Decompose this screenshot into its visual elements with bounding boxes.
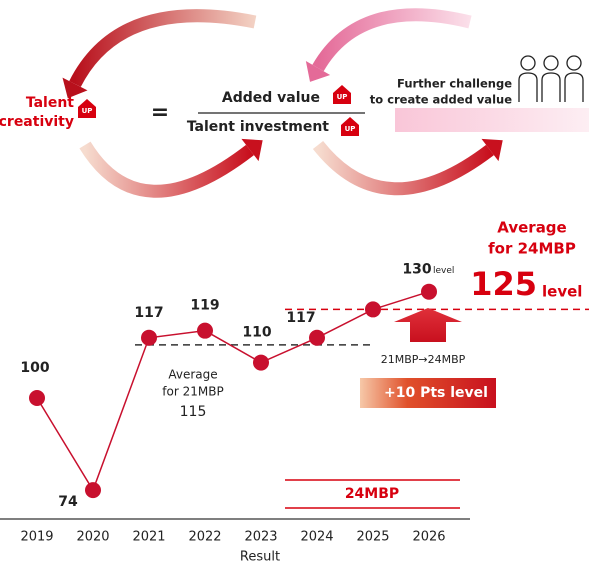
denominator: Talent investment xyxy=(187,119,329,135)
cycle-arrow xyxy=(75,16,255,84)
reference-name: Average xyxy=(168,368,217,382)
x-tick-label: 2019 xyxy=(20,530,53,545)
value-label: 110 xyxy=(242,325,271,341)
value-label: 74 xyxy=(58,494,78,510)
x-tick-label: 2024 xyxy=(300,530,333,545)
x-tick-label: 2022 xyxy=(188,530,221,545)
data-point xyxy=(365,301,381,317)
data-point xyxy=(29,390,45,406)
value-label: 100 xyxy=(20,360,49,376)
transition-label: 21MBP→24MBP xyxy=(381,353,466,366)
data-point xyxy=(197,323,213,339)
numerator: Added value xyxy=(222,90,320,106)
value-label: 117 xyxy=(286,310,315,326)
reference-name: for 24MBP xyxy=(488,240,576,258)
reference-name: Average xyxy=(497,219,566,237)
reference-name: for 21MBP xyxy=(162,385,223,399)
up-badge-text: UP xyxy=(345,125,356,133)
value-label: 130 xyxy=(402,262,431,278)
left-label: creativity xyxy=(0,114,74,130)
line-chart: 24MBP Average for 21MBP 115 Average for 24MBP… xyxy=(0,219,589,565)
people-icon xyxy=(519,56,583,102)
x-axis-label: Result xyxy=(240,550,280,565)
x-tick-label: 2020 xyxy=(76,530,109,545)
increase-arrow xyxy=(394,308,462,342)
x-tick-label: 2026 xyxy=(412,530,445,545)
data-point xyxy=(421,284,437,300)
data-point xyxy=(253,355,269,371)
value-label: 117 xyxy=(134,305,163,321)
increase-label: +10 Pts level xyxy=(384,385,488,401)
challenge-band xyxy=(395,108,589,132)
reference-value: 125 xyxy=(470,265,537,303)
cycle-arrow xyxy=(318,145,490,189)
data-point xyxy=(141,330,157,346)
right-label: Further challenge xyxy=(397,77,512,91)
reference-value: 115 xyxy=(180,404,207,420)
reference-unit: level xyxy=(542,283,582,301)
data-point xyxy=(85,482,101,498)
value-label: 119 xyxy=(190,298,219,314)
value-unit: level xyxy=(433,266,454,276)
left-label: Talent xyxy=(26,95,74,111)
x-tick-label: 2023 xyxy=(244,530,277,545)
up-badge-text: UP xyxy=(337,93,348,101)
x-tick-label: 2025 xyxy=(356,530,389,545)
infographic: Talent creativity = Added value Talent i… xyxy=(0,0,589,565)
up-badge-text: UP xyxy=(82,107,93,115)
data-point xyxy=(309,330,325,346)
right-label: to create added value xyxy=(370,93,512,107)
cycle-arrow xyxy=(318,15,470,68)
equals-sign: = xyxy=(151,100,169,125)
x-tick-label: 2021 xyxy=(132,530,165,545)
cycle-arrow xyxy=(85,145,250,191)
period-label: 24MBP xyxy=(345,486,399,502)
